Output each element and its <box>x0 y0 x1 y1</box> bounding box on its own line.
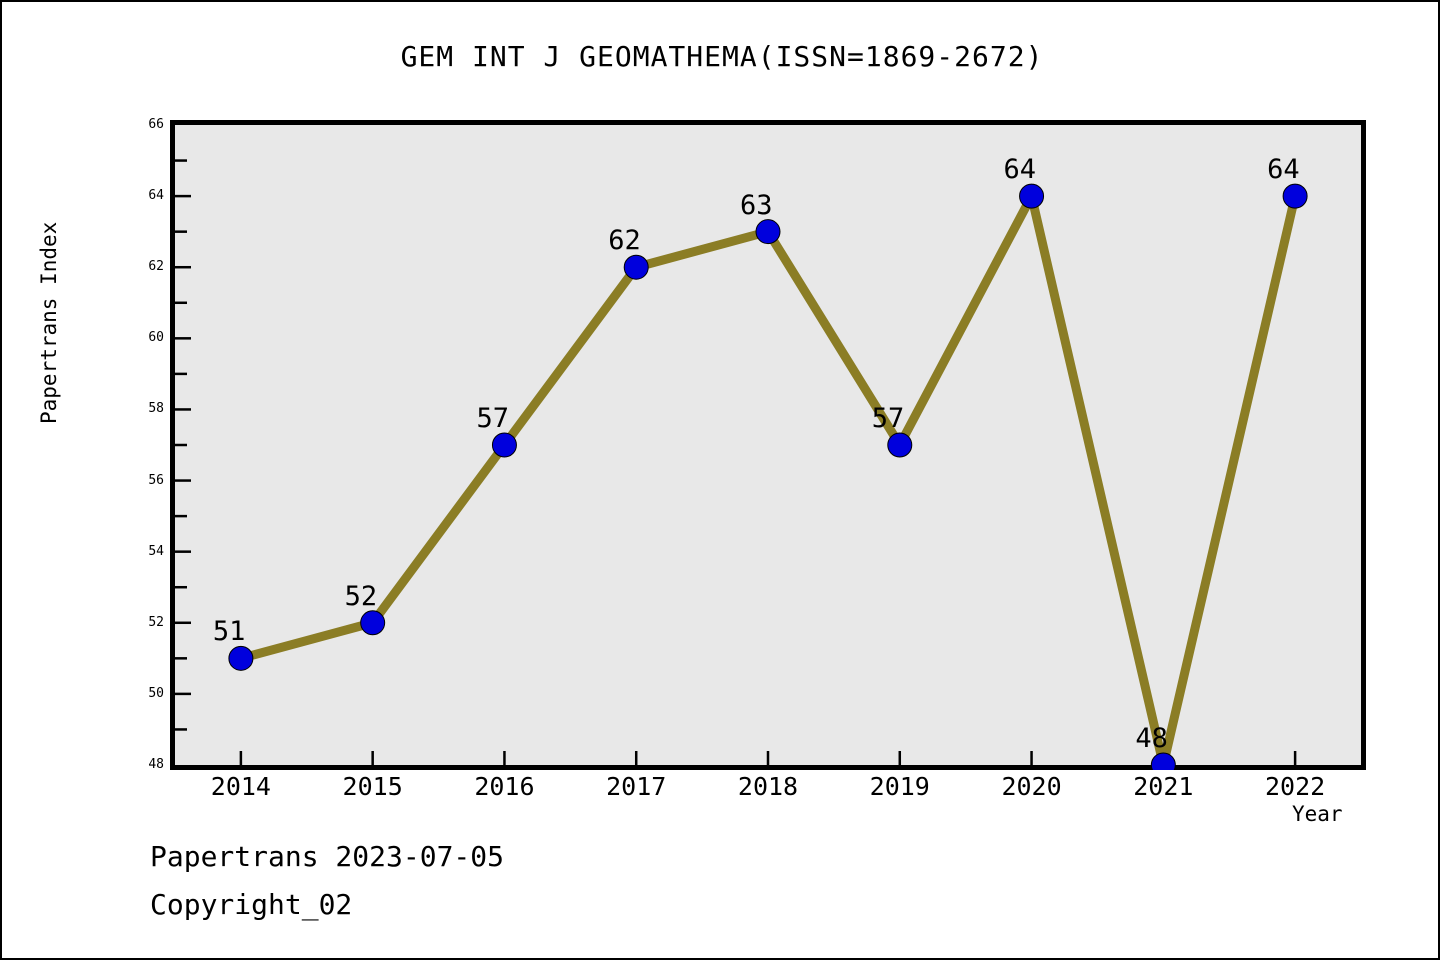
y-axis-title: Papertrans Index <box>37 221 61 424</box>
x-axis-title: Year <box>1292 802 1343 826</box>
data-point-marker[interactable] <box>1019 183 1045 209</box>
data-point-value-label: 52 <box>344 580 378 612</box>
data-point-marker[interactable] <box>887 432 913 458</box>
y-axis-tick-label: 66 <box>148 117 164 132</box>
data-point-value-label: 63 <box>740 189 773 221</box>
data-point-marker[interactable] <box>1282 183 1308 209</box>
data-point-value-label: 64 <box>1267 154 1300 186</box>
y-axis-tick-label: 50 <box>148 685 164 701</box>
data-point-value-label: 62 <box>608 225 641 257</box>
data-point-marker[interactable] <box>623 254 649 280</box>
y-axis-tick-label: 62 <box>148 259 164 275</box>
footer-copyright: Copyright_02 <box>150 888 353 921</box>
data-point-marker[interactable] <box>360 610 386 636</box>
x-axis-tick-label: 2020 <box>1001 772 1062 801</box>
chart-title: GEM INT J GEOMATHEMA(ISSN=1869-2672) <box>400 40 1044 73</box>
data-point-value-label: 57 <box>476 403 509 434</box>
y-axis-tick-label: 54 <box>148 543 164 559</box>
x-axis-tick-label: 2016 <box>474 772 535 801</box>
data-point-value-label: 51 <box>212 616 246 648</box>
x-axis-tick-label: 2015 <box>342 772 403 801</box>
x-axis-tick-label: 2019 <box>869 772 930 801</box>
y-axis-tick-label: 60 <box>148 330 164 346</box>
x-axis-tick-label: 2017 <box>606 772 667 801</box>
x-axis-tick-label: 2014 <box>210 772 271 801</box>
data-point-value-label: 64 <box>1003 154 1037 186</box>
data-point-marker[interactable] <box>228 645 254 671</box>
data-point-marker[interactable] <box>491 432 517 458</box>
x-axis-tick-label: 2022 <box>1265 772 1326 801</box>
footer-date: Papertrans 2023-07-05 <box>150 840 505 873</box>
data-point-marker[interactable] <box>1150 752 1176 770</box>
y-axis-tick-label: 64 <box>148 188 164 204</box>
data-point-marker[interactable] <box>755 219 781 245</box>
plot-svg <box>175 159 1308 770</box>
y-axis-tick-label: 52 <box>148 614 164 630</box>
series-line <box>239 183 1300 767</box>
y-axis-tick-label: 48 <box>148 757 164 772</box>
x-axis-tick-label: 2018 <box>737 772 799 801</box>
y-axis-tick-label: 58 <box>148 401 164 417</box>
data-point-value-label: 48 <box>1135 723 1168 754</box>
data-point-value-label: 57 <box>871 403 905 434</box>
y-axis-tick-label: 56 <box>148 472 164 488</box>
x-axis-tick-label: 2021 <box>1133 772 1194 801</box>
